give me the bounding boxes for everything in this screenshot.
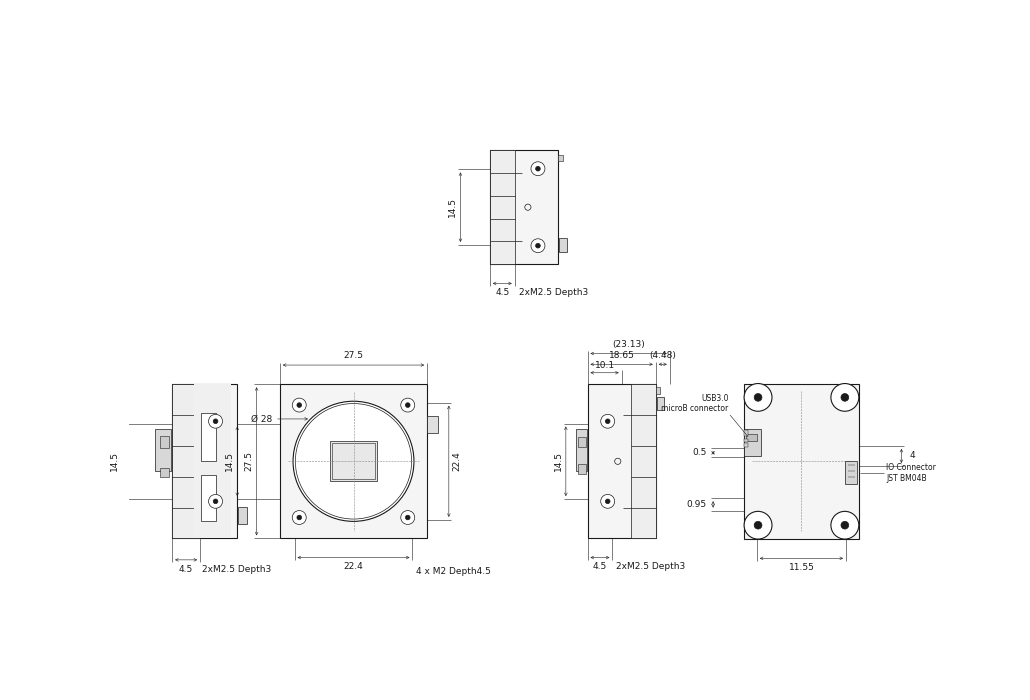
- Circle shape: [297, 402, 302, 407]
- Circle shape: [213, 499, 218, 504]
- Circle shape: [831, 384, 859, 412]
- Circle shape: [213, 419, 218, 423]
- Bar: [201, 413, 216, 461]
- Text: 14.5: 14.5: [448, 197, 457, 217]
- Bar: [490, 150, 558, 264]
- Circle shape: [840, 522, 849, 529]
- Bar: [578, 437, 586, 447]
- Text: 11.55: 11.55: [789, 563, 815, 572]
- Bar: [578, 464, 586, 474]
- Text: 18.65: 18.65: [609, 351, 634, 360]
- Text: 4.5: 4.5: [593, 562, 607, 571]
- Bar: [194, 384, 231, 538]
- Circle shape: [831, 511, 859, 539]
- Circle shape: [606, 419, 610, 423]
- Text: 2xM2.5 Depth3: 2xM2.5 Depth3: [202, 565, 271, 573]
- Circle shape: [531, 162, 545, 176]
- Bar: [745, 439, 749, 442]
- Circle shape: [508, 675, 512, 679]
- Text: 22.4: 22.4: [452, 452, 461, 471]
- Bar: [558, 662, 562, 668]
- Bar: [156, 428, 171, 471]
- Circle shape: [401, 510, 415, 524]
- Circle shape: [294, 401, 414, 522]
- Bar: [746, 433, 756, 441]
- Bar: [331, 441, 377, 482]
- Bar: [559, 671, 567, 685]
- Bar: [333, 443, 375, 480]
- Bar: [587, 384, 656, 538]
- Circle shape: [744, 511, 772, 539]
- Circle shape: [536, 244, 541, 248]
- Bar: [160, 468, 169, 477]
- Bar: [490, 659, 558, 700]
- Bar: [656, 387, 660, 393]
- Circle shape: [293, 510, 306, 524]
- Text: 0.5: 0.5: [692, 448, 707, 457]
- Bar: [656, 397, 664, 410]
- Bar: [490, 150, 515, 264]
- Text: 4: 4: [909, 452, 915, 461]
- Text: 4 x M2 Depth4.5: 4 x M2 Depth4.5: [416, 567, 491, 576]
- Circle shape: [754, 393, 762, 401]
- Circle shape: [606, 499, 610, 504]
- Bar: [427, 416, 438, 433]
- Text: (4.48): (4.48): [649, 351, 676, 360]
- Text: 4.5: 4.5: [495, 288, 510, 298]
- Bar: [534, 659, 558, 700]
- Text: 14.5: 14.5: [553, 452, 562, 471]
- Bar: [744, 428, 761, 456]
- Bar: [280, 384, 427, 538]
- Bar: [559, 238, 567, 252]
- Text: 14.5: 14.5: [225, 452, 234, 471]
- Text: 4.5: 4.5: [179, 565, 194, 573]
- Text: (23.13): (23.13): [612, 340, 645, 349]
- Text: 10.1: 10.1: [594, 361, 615, 370]
- Bar: [631, 384, 656, 538]
- Circle shape: [208, 494, 222, 508]
- Circle shape: [297, 515, 302, 520]
- Circle shape: [744, 384, 772, 412]
- Bar: [745, 430, 749, 436]
- Circle shape: [531, 239, 545, 253]
- Bar: [160, 436, 169, 448]
- Circle shape: [840, 393, 849, 401]
- Bar: [846, 461, 857, 484]
- Bar: [576, 428, 587, 471]
- Text: USB3.0
microB connector: USB3.0 microB connector: [661, 394, 728, 413]
- Text: Ø 28: Ø 28: [251, 414, 308, 424]
- Bar: [201, 475, 216, 522]
- Bar: [172, 384, 237, 538]
- Circle shape: [406, 402, 410, 407]
- Circle shape: [406, 515, 410, 520]
- Text: 27.5: 27.5: [343, 351, 364, 360]
- Text: 2xM2.5 Depth3: 2xM2.5 Depth3: [616, 562, 686, 571]
- Bar: [238, 507, 247, 524]
- Circle shape: [208, 414, 222, 428]
- Text: 22.4: 22.4: [344, 562, 364, 571]
- Bar: [172, 384, 200, 538]
- Circle shape: [536, 167, 541, 171]
- Circle shape: [600, 414, 615, 428]
- Text: 0.95: 0.95: [687, 500, 707, 509]
- Bar: [558, 155, 562, 161]
- Circle shape: [293, 398, 306, 412]
- Bar: [745, 443, 749, 447]
- Circle shape: [401, 398, 415, 412]
- Text: 2xM2.5 Depth3: 2xM2.5 Depth3: [518, 288, 588, 298]
- Text: 27.5: 27.5: [244, 452, 253, 471]
- Circle shape: [754, 522, 762, 529]
- Text: 14.5: 14.5: [109, 452, 118, 471]
- Circle shape: [600, 494, 615, 508]
- Bar: [744, 384, 859, 539]
- Circle shape: [503, 670, 517, 684]
- Text: IO Connector
JST BM04B: IO Connector JST BM04B: [886, 463, 936, 482]
